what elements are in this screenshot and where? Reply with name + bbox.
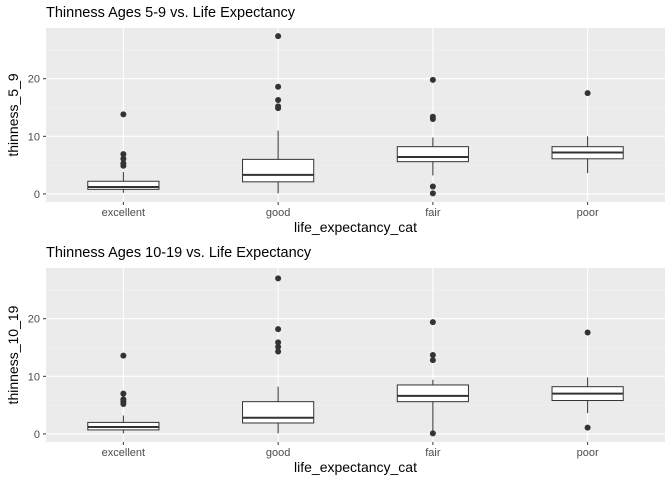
y-tick-label: 20 [28,314,40,326]
outlier-point [429,76,436,83]
y-tick-label: 0 [34,189,40,201]
x-tick-label: good [266,447,290,459]
chart-title: Thinness Ages 5-9 vs. Life Expectancy [46,5,296,21]
y-tick-label: 10 [28,371,40,383]
chart-title: Thinness Ages 10-19 vs. Life Expectancy [46,245,312,261]
outlier-point [120,390,127,397]
outlier-point [275,275,282,282]
outlier-point [429,319,436,326]
box-iqr [87,180,160,190]
x-tick-label: good [266,207,290,219]
x-tick-label: excellent [102,207,145,219]
outlier-point [120,160,127,167]
panel-background [46,28,665,202]
box-poor [551,90,624,174]
x-tick-label: excellent [102,447,145,459]
outlier-point [275,83,282,90]
outlier-point [584,329,591,336]
outlier-point [120,155,127,162]
box-iqr [396,146,469,163]
outlier-point [275,339,282,346]
box-poor [551,329,624,431]
chart-thinness-10-19: Thinness Ages 10-19 vs. Life Expectancy … [0,240,672,480]
x-tick-label: fair [425,207,441,219]
panel-background [46,268,665,442]
plot-area-svg: 0 10 20 excellent good fair poor life_expectanc… [5,268,665,475]
outlier-point [120,352,127,359]
outlier-point [429,183,436,190]
outlier-point [275,97,282,104]
box-excellent [87,111,160,193]
box-good [242,33,315,194]
outlier-point [429,357,436,364]
y-axis-title: thinness_10_19 [5,305,21,404]
x-tick-label: fair [425,447,441,459]
box-iqr [242,401,315,424]
box-iqr [242,158,315,183]
outlier-point [120,111,127,118]
x-axis-title: life_expectancy_cat [294,459,417,475]
outlier-point [120,396,127,403]
outlier-point [275,103,282,110]
outlier-point [275,348,282,355]
x-tick-label: poor [577,447,599,459]
outlier-point [120,151,127,158]
y-tick-label: 10 [28,131,40,143]
chart-thinness-5-9: Thinness Ages 5-9 vs. Life Expectancy 0 1… [5,5,665,235]
y-tick-label: 0 [34,429,40,441]
outlier-point [429,430,436,437]
y-axis-title: thinness_5_9 [5,73,21,157]
plot-area-svg: 0 10 20 excellent good fair poor life_expectanc… [5,28,665,235]
box-fair [396,319,469,437]
x-tick-label: poor [577,207,599,219]
outlier-point [275,326,282,333]
outlier-point [584,424,591,431]
box-fair [396,76,469,197]
box-good [242,275,315,434]
box-iqr [396,384,469,403]
outlier-point [429,113,436,120]
outlier-point [584,90,591,97]
x-axis-title: life_expectancy_cat [294,219,417,235]
y-tick-label: 20 [28,74,40,86]
box-excellent [87,352,160,434]
outlier-point [275,343,282,350]
outlier-point [275,33,282,40]
outlier-point [429,352,436,358]
outlier-point [429,190,436,197]
